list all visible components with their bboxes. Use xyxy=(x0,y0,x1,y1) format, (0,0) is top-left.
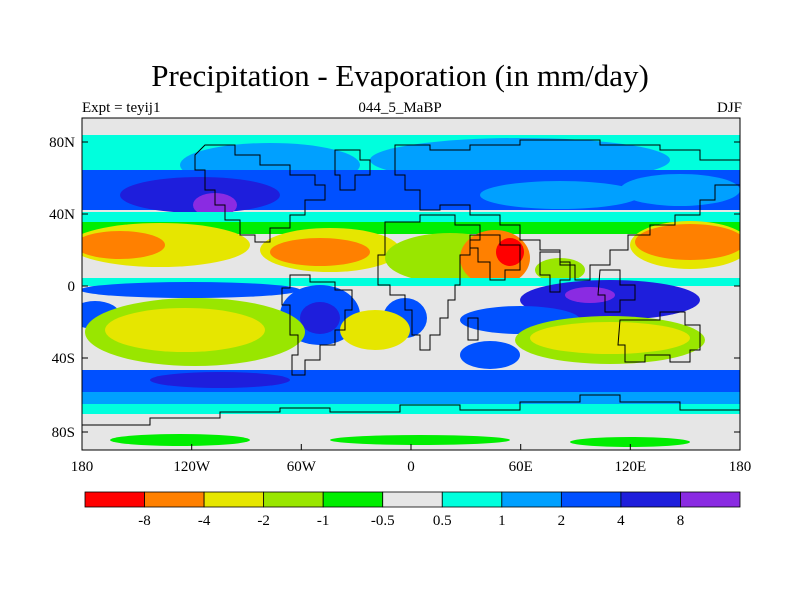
patch-asia-north-sky xyxy=(480,181,640,209)
patch-south-pacific-core xyxy=(105,308,265,352)
colorbar-label: 8 xyxy=(677,513,685,529)
colorbar-box xyxy=(441,491,503,508)
colorbar-label: 2 xyxy=(558,513,566,529)
lon-label-60w: 60W xyxy=(287,459,317,475)
colorbar-label: -1 xyxy=(317,513,330,529)
lon-label-0: 0 xyxy=(407,459,415,475)
eurasia-outline xyxy=(394,139,741,281)
patch-south-indian-yellow xyxy=(530,322,690,354)
colorbar-box xyxy=(620,491,681,508)
patch-west-pacific-orange xyxy=(635,224,740,260)
patch-west-pacific-sky xyxy=(620,174,740,206)
colorbar-label: -8 xyxy=(138,513,151,529)
lat-label-80s: 80S xyxy=(52,425,75,441)
lat-label-80n: 80N xyxy=(49,135,75,151)
colorbar-box xyxy=(560,491,622,508)
colorbar-label: 1 xyxy=(498,513,506,529)
precip-evap-field xyxy=(82,118,740,450)
india-outline xyxy=(539,251,571,293)
patch-maritime-violet xyxy=(565,287,615,303)
lat-label-40n: 40N xyxy=(49,207,75,223)
colorbar-box xyxy=(84,491,145,508)
patch-maritime-navy xyxy=(520,280,700,320)
lon-label-120e: 120E xyxy=(614,459,646,475)
colorbar: -8 -4 -2 -1 -0.5 0.5 1 2 4 8 xyxy=(84,491,741,529)
colorbar-box xyxy=(322,491,384,508)
colorbar-box xyxy=(382,491,443,508)
patch-antarctic-green-center xyxy=(330,435,510,445)
north-america-outline xyxy=(194,144,326,243)
patch-south-pacific-track-navy xyxy=(150,372,290,388)
colorbar-label: 4 xyxy=(617,513,625,529)
patch-pacific-itcz-blue xyxy=(82,282,300,298)
colorbar-box xyxy=(203,491,265,508)
arabia-outline xyxy=(469,234,521,281)
patch-east-pacific-orange xyxy=(82,231,165,259)
south-america-outline xyxy=(281,274,353,376)
lat-axis xyxy=(82,141,740,433)
patch-india-green xyxy=(535,258,585,282)
season-label: DJF xyxy=(716,100,742,116)
patch-antarctic-green-east xyxy=(570,437,690,447)
colorbar-label: -4 xyxy=(198,513,211,529)
continent-outlines xyxy=(82,139,741,426)
lat-label-40s: 40S xyxy=(52,351,75,367)
lon-label-180-east: 180 xyxy=(729,459,752,475)
patch-north-pacific-navy xyxy=(120,177,280,213)
band-south-cyan xyxy=(82,404,740,414)
patch-antarctic-green-west xyxy=(110,434,250,446)
patch-amazon-navy xyxy=(300,302,340,334)
lon-label-180-west: 180 xyxy=(71,459,94,475)
australia-outline xyxy=(617,311,701,363)
southeast-asia-outline xyxy=(597,269,636,313)
colorbar-label: -0.5 xyxy=(371,513,395,529)
band-itcz-cyan xyxy=(82,278,740,286)
patch-atlantic-orange xyxy=(270,238,370,266)
africa-outline xyxy=(377,214,481,351)
antarctica-outline xyxy=(82,394,740,426)
patch-east-south-indian-blue xyxy=(460,341,520,369)
colorbar-box xyxy=(263,491,324,508)
lon-label-120w: 120W xyxy=(173,459,211,475)
colorbar-box xyxy=(501,491,562,508)
band-north-subtropic-cyan xyxy=(82,212,740,222)
band-north-subtropic-green xyxy=(82,222,740,234)
colorbar-box xyxy=(144,491,205,508)
lat-label-0: 0 xyxy=(68,279,76,295)
colorbar-box xyxy=(680,491,741,508)
band-south-midlat-sky xyxy=(82,392,740,404)
madagascar-outline xyxy=(467,317,479,341)
lon-axis xyxy=(81,444,741,450)
age-label: 044_5_MaBP xyxy=(358,100,442,116)
patch-south-atlantic-yellow xyxy=(340,310,410,350)
colorbar-label: 0.5 xyxy=(433,513,452,529)
plot-title: Precipitation - Evaporation (in mm/day) xyxy=(151,58,649,93)
greenland-outline xyxy=(334,149,371,191)
lon-label-60e: 60E xyxy=(509,459,533,475)
colorbar-label: -2 xyxy=(257,513,270,529)
experiment-label: Expt = teyij1 xyxy=(82,100,161,116)
